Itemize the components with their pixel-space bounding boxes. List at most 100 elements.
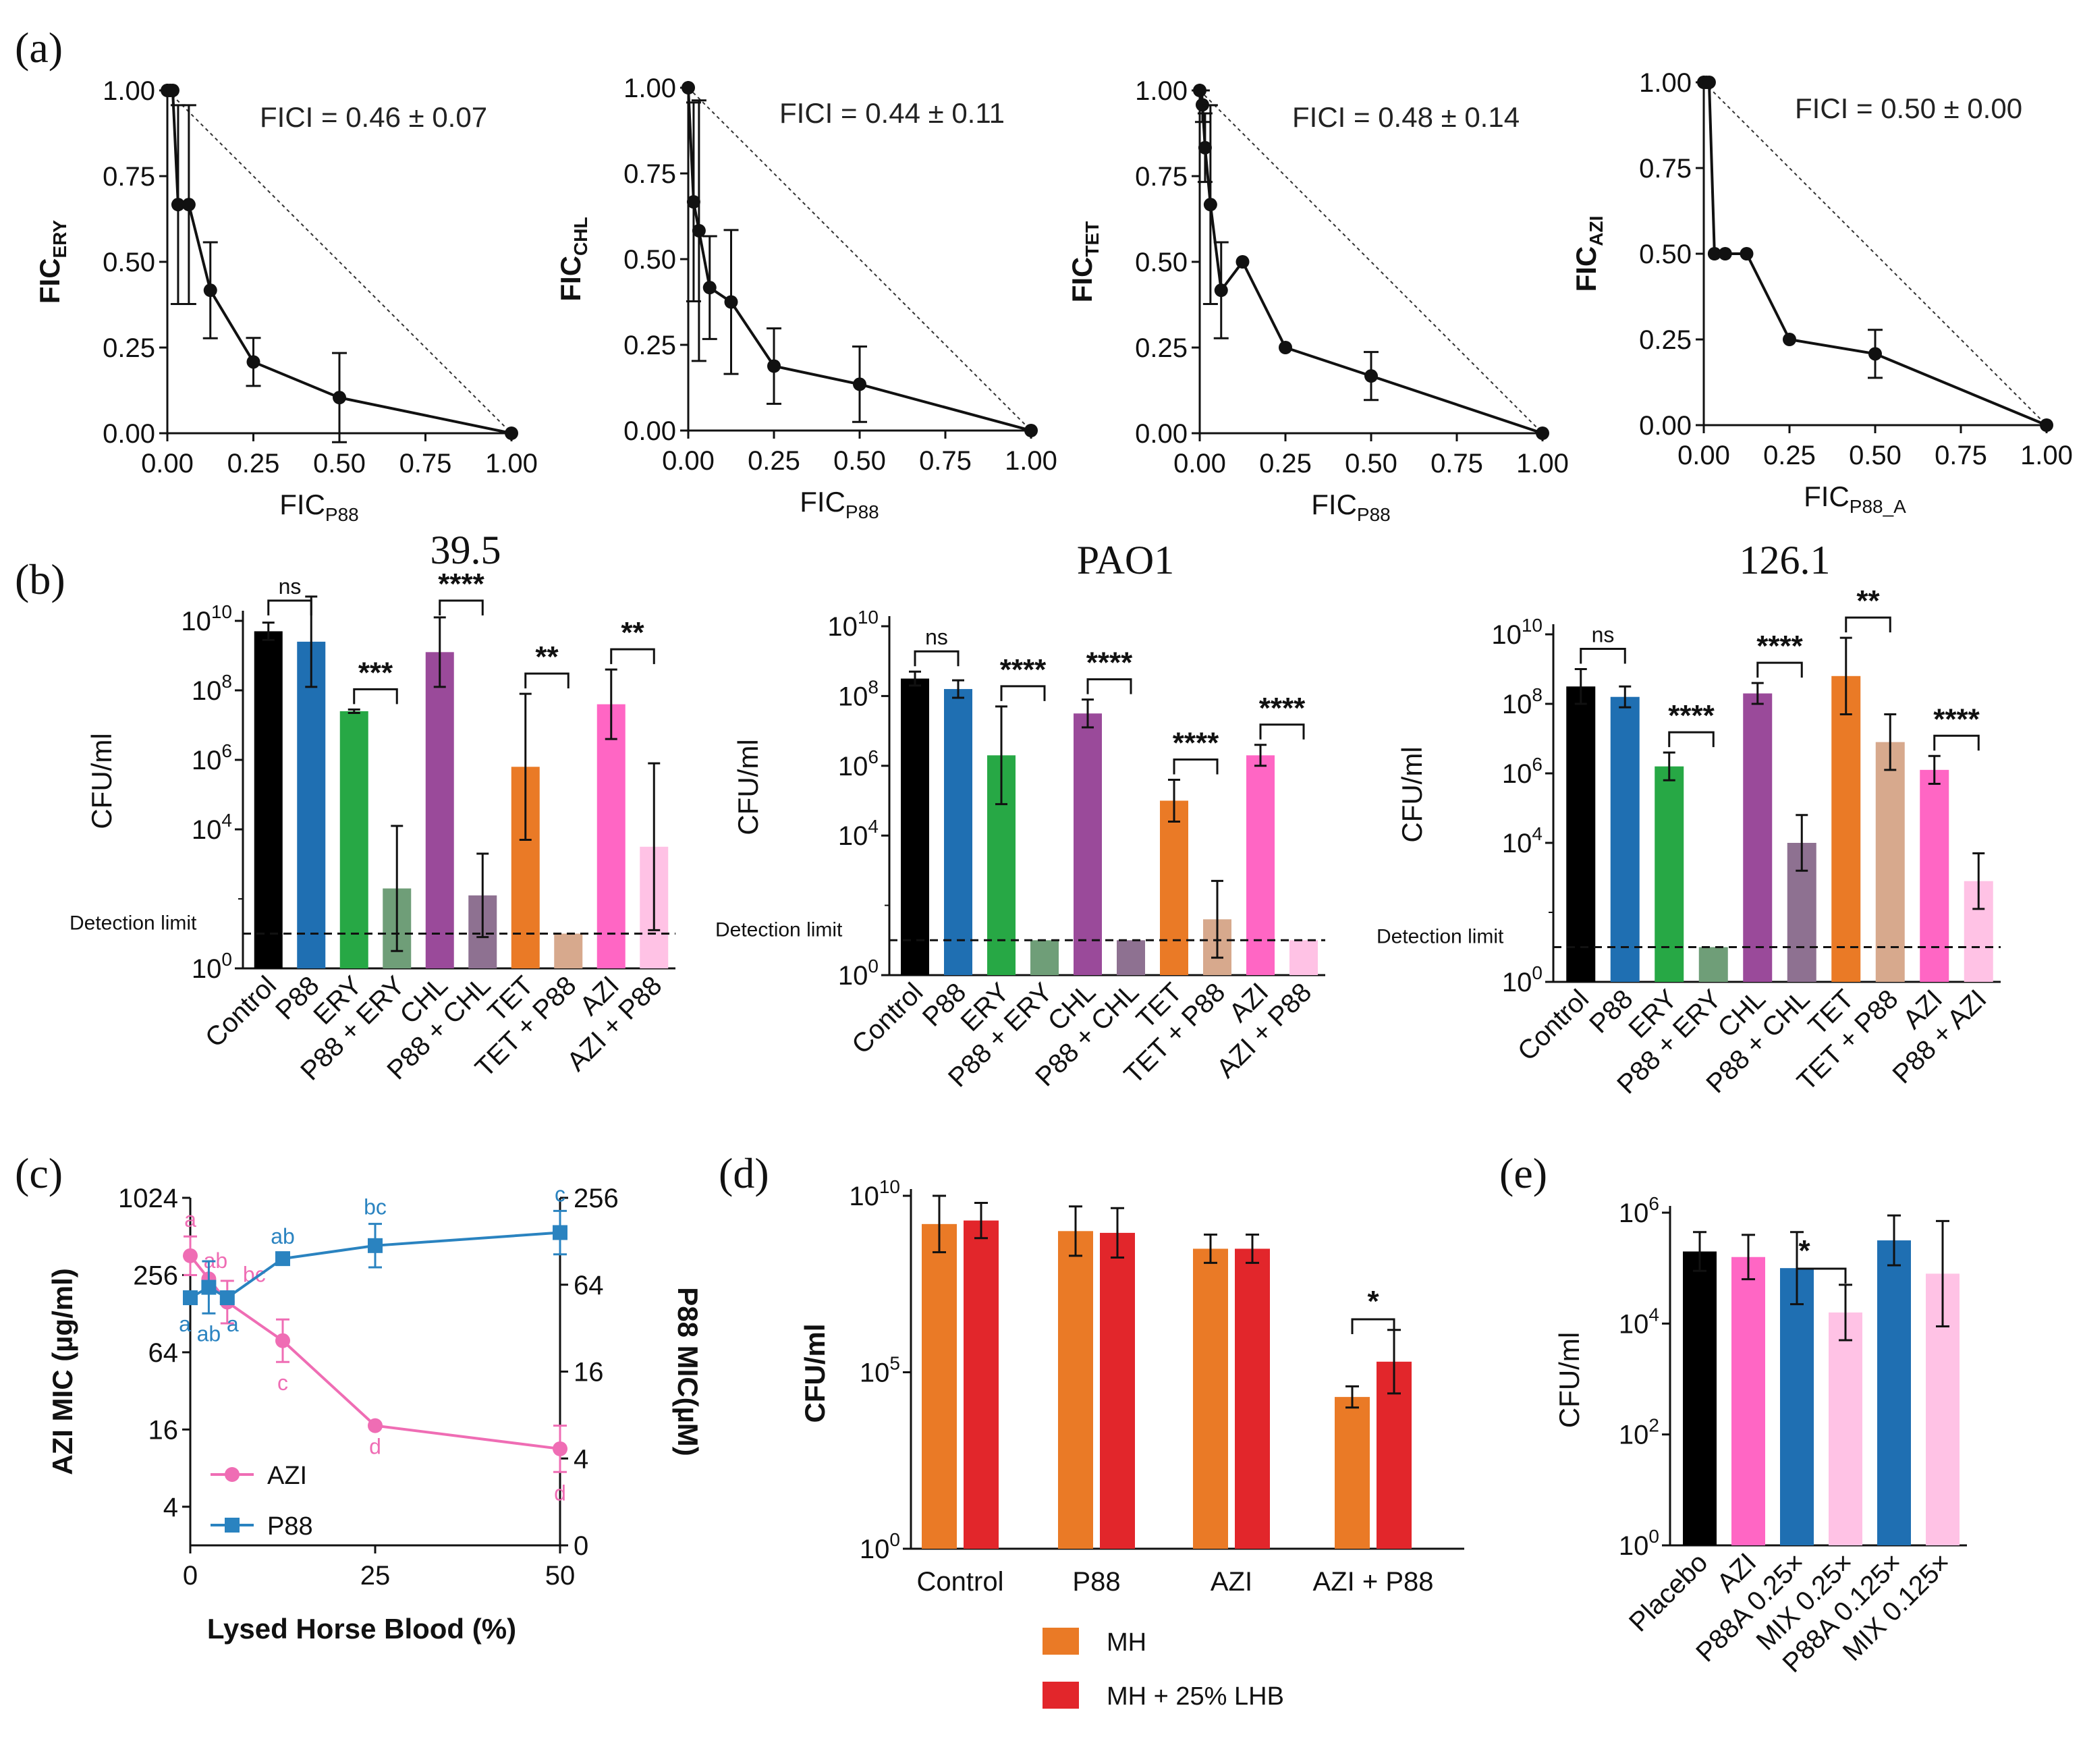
y-tick-label: 0.50 bbox=[623, 245, 676, 275]
y-tick-label: 100 bbox=[838, 956, 879, 991]
significance-label: ns bbox=[925, 625, 948, 649]
y-tick-label: 0.75 bbox=[623, 159, 676, 189]
significance-label: **** bbox=[1668, 699, 1715, 732]
significance-label: **** bbox=[1086, 646, 1133, 680]
significance-bracket bbox=[1668, 731, 1715, 748]
left-tick-label: 256 bbox=[133, 1261, 178, 1290]
y-tick-label: 108 bbox=[192, 671, 232, 706]
significance-label: **** bbox=[438, 568, 484, 601]
x-tick-label: Control bbox=[917, 1567, 1004, 1597]
bar bbox=[944, 689, 972, 975]
x-tick-label: 50 bbox=[545, 1561, 576, 1591]
x-axis-label: Lysed Horse Blood (%) bbox=[207, 1613, 516, 1645]
data-point bbox=[1364, 369, 1378, 383]
x-tick-label: 0.25 bbox=[227, 449, 280, 478]
x-tick-label: 0.50 bbox=[1345, 449, 1397, 478]
data-point bbox=[724, 295, 738, 309]
x-tick-label: 0.50 bbox=[833, 446, 886, 476]
bar-mh bbox=[1335, 1397, 1370, 1549]
significance-label: **** bbox=[1000, 653, 1047, 686]
y-tick-label: 0.50 bbox=[1135, 248, 1188, 277]
y-axis-label: FICERY bbox=[34, 220, 70, 304]
significance-letter: a bbox=[227, 1312, 239, 1336]
significance-bracket bbox=[1086, 678, 1132, 694]
y-tick-label: 100 bbox=[192, 949, 232, 984]
x-axis-label: FICP88 bbox=[800, 486, 879, 522]
significance-bracket bbox=[1259, 723, 1305, 740]
x-tick-label: 1.00 bbox=[485, 449, 538, 478]
bar bbox=[1920, 769, 1949, 982]
bar-mh bbox=[1058, 1231, 1093, 1549]
data-point bbox=[1198, 140, 1212, 155]
legend-label: MH + 25% LHB bbox=[1107, 1682, 1284, 1711]
chart-title: 126.1 bbox=[1740, 538, 1831, 582]
data-point bbox=[692, 223, 706, 238]
significance-bracket bbox=[1351, 1318, 1395, 1335]
bar bbox=[1731, 1257, 1765, 1545]
x-tick-label: 0.25 bbox=[1763, 441, 1816, 470]
data-point bbox=[171, 198, 185, 212]
data-point bbox=[333, 391, 346, 405]
significance-bracket bbox=[1933, 734, 1980, 751]
bar bbox=[1160, 800, 1188, 975]
significance-bracket bbox=[1580, 648, 1626, 664]
legend-marker bbox=[225, 1467, 240, 1482]
significance-label: ** bbox=[621, 616, 644, 649]
y-tick-label: 104 bbox=[1502, 823, 1543, 858]
y-tick-label: 0.00 bbox=[103, 419, 155, 449]
bar bbox=[1698, 947, 1728, 982]
bar bbox=[1610, 696, 1640, 982]
data-point bbox=[686, 195, 700, 209]
x-tick-label: 1.00 bbox=[1005, 446, 1057, 476]
significance-label: *** bbox=[358, 656, 393, 689]
y-tick-label: 106 bbox=[192, 740, 232, 775]
y-tick-label: 100 bbox=[860, 1529, 900, 1564]
data-point bbox=[203, 283, 217, 298]
y-tick-label: 108 bbox=[1502, 684, 1543, 719]
data-point bbox=[275, 1251, 290, 1267]
significance-letter: d bbox=[554, 1481, 566, 1505]
bar-mh-lhb bbox=[964, 1220, 999, 1549]
detection-limit-label: Detection limit bbox=[715, 918, 843, 941]
significance-bracket bbox=[267, 599, 312, 615]
significance-label: ns bbox=[1592, 623, 1615, 647]
data-point bbox=[183, 1290, 198, 1306]
significance-letter: ab bbox=[271, 1224, 295, 1248]
isobologram-chl: 0.00 0.25 0.50 0.75 1.00 0.00 0.25 0.50 0.75 1.00… bbox=[555, 74, 1057, 522]
data-point bbox=[1740, 247, 1754, 260]
y-axis-label: CFU/ml bbox=[86, 733, 117, 829]
significance-letter: c bbox=[277, 1371, 288, 1395]
y-tick-label: 0.75 bbox=[1135, 162, 1188, 192]
significance-label: **** bbox=[1933, 702, 1980, 736]
data-point bbox=[553, 1225, 567, 1240]
significance-bracket bbox=[1173, 758, 1219, 775]
x-tick-label: 0.00 bbox=[1173, 449, 1226, 478]
significance-label: **** bbox=[1259, 692, 1306, 725]
data-point bbox=[219, 1290, 235, 1306]
data-point bbox=[1235, 255, 1250, 269]
isobologram-tet: 0.00 0.25 0.50 0.75 1.00 0.00 0.25 0.50 0.75 1.00… bbox=[1066, 76, 1569, 525]
bar bbox=[901, 678, 929, 975]
x-tick-label: 0.75 bbox=[399, 449, 452, 478]
legend-label: MH bbox=[1107, 1628, 1146, 1657]
significance-label: **** bbox=[1756, 630, 1803, 663]
bar bbox=[1743, 693, 1773, 982]
x-tick-label: P88 bbox=[1072, 1567, 1120, 1597]
y-tick-label: 0.75 bbox=[1639, 154, 1692, 184]
y-tick-label: 0.25 bbox=[623, 331, 676, 360]
bar bbox=[1246, 755, 1275, 975]
y-tick-label: 104 bbox=[1619, 1304, 1659, 1339]
data-point bbox=[505, 426, 518, 440]
bar-mh-lhb bbox=[1100, 1232, 1135, 1549]
bar bbox=[1831, 676, 1861, 982]
data-point bbox=[767, 359, 781, 373]
bar bbox=[554, 933, 583, 968]
right-tick-label: 256 bbox=[574, 1184, 619, 1213]
x-tick-label: 1.00 bbox=[2020, 441, 2073, 470]
y-tick-label: 0.00 bbox=[1639, 411, 1692, 441]
legend-swatch bbox=[1043, 1682, 1079, 1709]
bar bbox=[1030, 940, 1059, 975]
data-point bbox=[275, 1333, 290, 1348]
